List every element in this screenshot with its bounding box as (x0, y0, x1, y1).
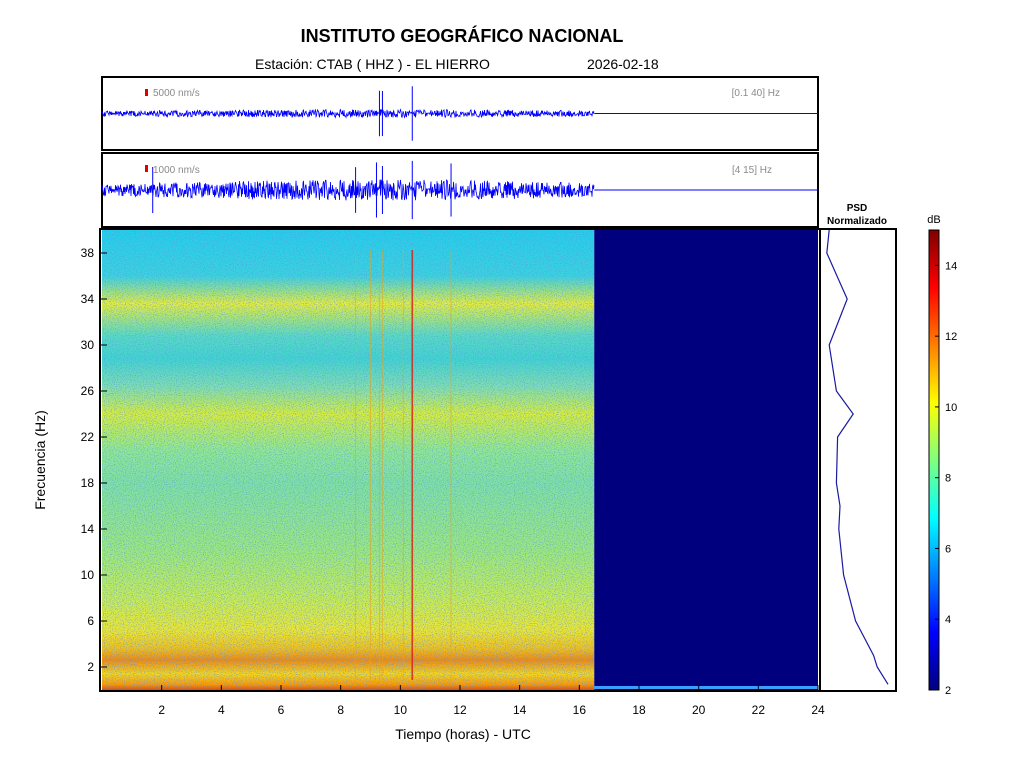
date-label: 2026-02-18 (587, 56, 659, 72)
page-title: INSTITUTO GEOGRÁFICO NACIONAL (300, 26, 624, 46)
colorbar-tick-label: 10 (945, 402, 957, 414)
scale-label: 1000 nm/s (153, 165, 200, 176)
y-tick-label: 22 (81, 430, 95, 444)
x-tick-label: 18 (632, 703, 646, 717)
colorbar-tick-label: 2 (945, 685, 951, 697)
y-tick-label: 10 (81, 568, 95, 582)
x-tick-label: 10 (394, 703, 408, 717)
seismogram-panel-broadband: 5000 nm/s [0.1 40] Hz (101, 76, 819, 151)
psd-title-line2: Normalizado (827, 216, 887, 227)
station-label: Estación: CTAB ( HHZ ) - EL HIERRO (255, 56, 490, 72)
colorbar: dB 2 4 6 8 10 12 14 (927, 214, 957, 697)
colorbar-tick-label: 12 (945, 331, 957, 343)
y-tick-label: 38 (81, 246, 95, 260)
x-tick-label: 8 (337, 703, 344, 717)
no-data-region (594, 230, 818, 690)
no-data-lowfreq-band (594, 686, 818, 689)
x-tick-label: 14 (513, 703, 527, 717)
y-tick-label: 34 (81, 292, 95, 306)
psd-title-line1: PSD (847, 203, 868, 214)
scale-label: 5000 nm/s (153, 88, 200, 99)
y-tick-label: 6 (87, 614, 94, 628)
waveform (101, 179, 595, 201)
psd-panel: PSD Normalizado (819, 203, 897, 692)
x-tick-label: 16 (573, 703, 587, 717)
x-tick-label: 6 (278, 703, 285, 717)
waveform (101, 108, 595, 119)
y-tick-label: 30 (81, 338, 95, 352)
x-axis-label: Tiempo (horas) - UTC (395, 726, 531, 742)
colorbar-tick-label: 8 (945, 473, 951, 485)
x-tick-label: 2 (158, 703, 165, 717)
x-tick-label: 12 (453, 703, 467, 717)
filter-label: [4 15] Hz (732, 165, 772, 176)
colorbar-label: dB (927, 214, 940, 226)
colorbar-tick-label: 14 (945, 260, 957, 272)
x-tick-label: 24 (811, 703, 825, 717)
y-axis-label: Frecuencia (Hz) (32, 410, 48, 510)
y-tick-label: 26 (81, 384, 95, 398)
filter-label: [0.1 40] Hz (732, 88, 780, 99)
spectrogram-noise (102, 230, 594, 690)
x-tick-label: 22 (752, 703, 766, 717)
scale-bar (145, 89, 148, 96)
y-tick-label: 14 (81, 522, 95, 536)
scale-bar (145, 165, 148, 172)
psd-curve (826, 229, 889, 685)
y-tick-label: 18 (81, 476, 95, 490)
x-tick-label: 20 (692, 703, 706, 717)
seismogram-panel-filtered: 1000 nm/s [4 15] Hz (101, 152, 819, 228)
x-tick-label: 4 (218, 703, 225, 717)
colorbar-tick-label: 6 (945, 543, 951, 555)
y-tick-label: 2 (87, 660, 94, 674)
colorbar-tick-label: 4 (945, 614, 951, 626)
spectrogram-panel: 2 4 6 8 10 12 14 16 18 20 22 24 261014182226303438 … (32, 228, 825, 742)
